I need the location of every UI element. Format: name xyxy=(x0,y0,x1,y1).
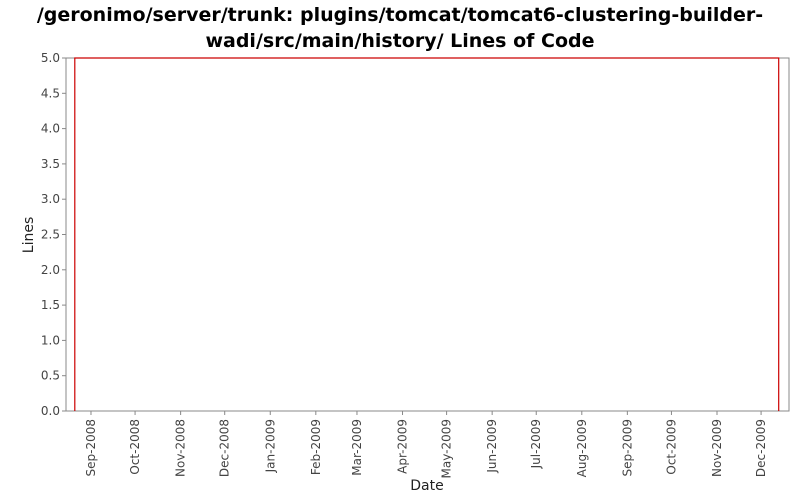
x-tick-label: Mar-2009 xyxy=(350,419,364,476)
series-group xyxy=(74,57,780,412)
x-tick-label: May-2009 xyxy=(440,419,454,478)
y-tick-label: 2.0 xyxy=(41,263,60,277)
x-tick-label: Jan-2009 xyxy=(263,419,277,473)
plot-area xyxy=(65,57,790,412)
x-axis-label: Date xyxy=(410,478,443,494)
x-tick-label: Nov-2008 xyxy=(174,419,188,477)
x-tick-label: Aug-2009 xyxy=(575,419,589,477)
x-tick-label: Jun-2009 xyxy=(485,419,499,474)
y-tick-label: 4.0 xyxy=(41,122,60,136)
x-axis: Sep-2008 Oct-2008 Nov-2008 Dec-2008 Jan-2009… xyxy=(84,411,768,478)
x-tick-label: Jul-2009 xyxy=(529,419,543,469)
x-tick-label: Feb-2009 xyxy=(309,419,323,475)
x-tick-label: Oct-2009 xyxy=(664,419,678,475)
y-tick-label: 1.0 xyxy=(41,333,60,347)
x-tick-label: Apr-2009 xyxy=(396,419,410,474)
y-axis-label: Lines xyxy=(21,217,37,253)
x-tick-label: Sep-2009 xyxy=(620,419,634,477)
y-tick-label: 5.0 xyxy=(41,51,60,65)
y-tick-label: 3.0 xyxy=(41,192,60,206)
chart-title-line-2: wadi/src/main/history/ Lines of Code xyxy=(205,30,595,52)
series-line xyxy=(74,57,780,411)
x-tick-label: Dec-2009 xyxy=(754,419,768,477)
y-axis: 0.0 0.5 1.0 1.5 2.0 2.5 3.0 3.5 4.0 4.5 5.0 xyxy=(41,51,66,418)
y-tick-label: 4.5 xyxy=(41,86,60,100)
x-tick-label: Nov-2009 xyxy=(710,419,724,477)
x-tick-label: Oct-2008 xyxy=(128,419,142,475)
y-tick-label: 1.5 xyxy=(41,298,60,312)
x-tick-label: Dec-2008 xyxy=(218,419,232,477)
chart-title-line-1: /geronimo/server/trunk: plugins/tomcat/t… xyxy=(36,4,764,26)
chart-title: /geronimo/server/trunk: plugins/tomcat/t… xyxy=(0,2,800,54)
y-tick-label: 0.5 xyxy=(41,369,60,383)
y-tick-label: 0.0 xyxy=(41,404,60,418)
y-tick-label: 2.5 xyxy=(41,228,60,242)
y-tick-label: 3.5 xyxy=(41,157,60,171)
x-tick-label: Sep-2008 xyxy=(84,419,98,477)
